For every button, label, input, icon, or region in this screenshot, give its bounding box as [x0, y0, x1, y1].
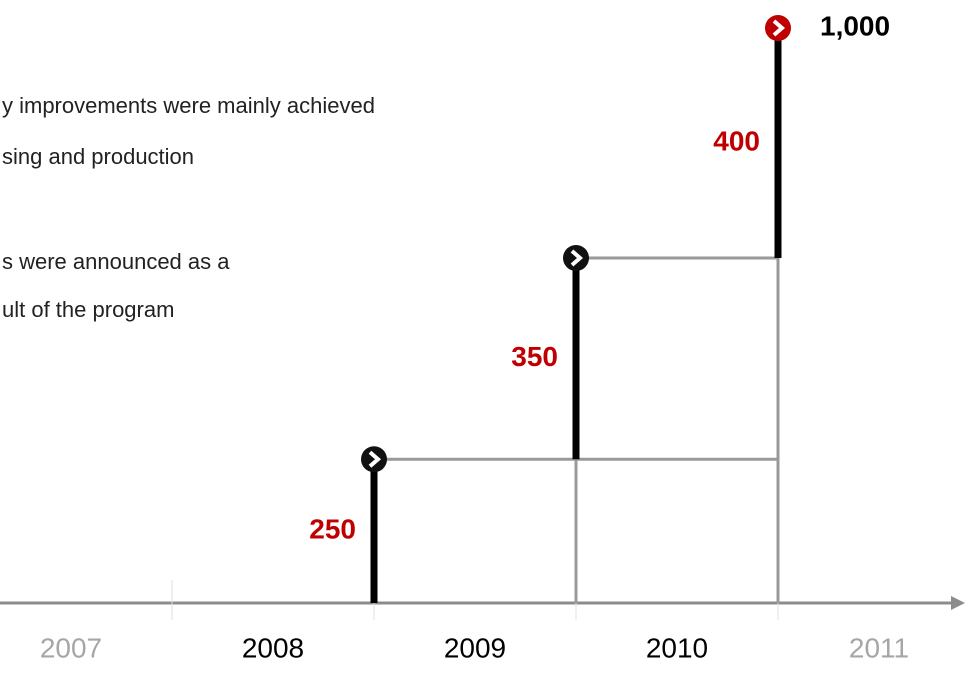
- total-label: 1,000: [820, 10, 890, 41]
- annotation: sing and production: [2, 144, 194, 169]
- x-tick-label: 2007: [40, 632, 102, 663]
- chevron: [772, 19, 786, 37]
- x-tick-label: 2009: [444, 632, 506, 663]
- annotation: y improvements were mainly achieved: [2, 93, 375, 118]
- x-tick-label: 2008: [242, 632, 304, 663]
- chevron: [570, 249, 584, 267]
- x-tick-label: 2011: [849, 632, 909, 663]
- step-marker: [361, 446, 387, 473]
- annotation: ult of the program: [2, 297, 174, 322]
- step-marker: [563, 245, 589, 271]
- value-label: 400: [713, 125, 760, 156]
- value-label: 250: [309, 514, 356, 545]
- chevron: [368, 450, 382, 468]
- axis-arrow: [951, 596, 965, 610]
- value-label: 350: [511, 341, 558, 372]
- x-tick-label: 2010: [646, 632, 708, 663]
- annotation: s were announced as a: [2, 249, 230, 274]
- step-marker: [765, 15, 791, 41]
